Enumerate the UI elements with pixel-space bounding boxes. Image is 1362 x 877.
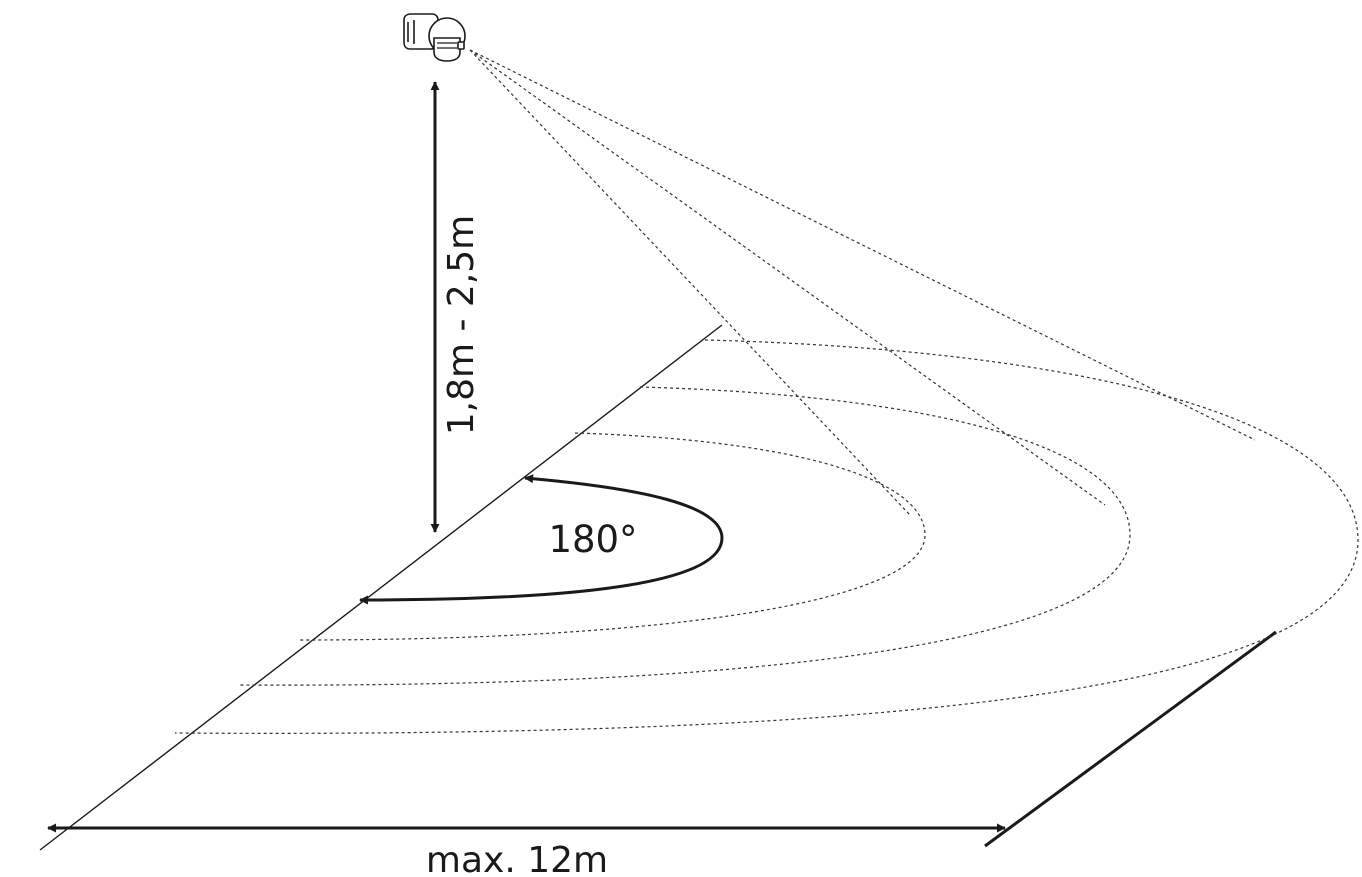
zone-arc-middle — [237, 386, 1131, 686]
zone-arc-outer — [174, 339, 1359, 734]
motion-sensor-icon — [403, 13, 466, 62]
height-range-label: 1,8m - 2,5m — [441, 215, 482, 436]
zone-arc-inner — [299, 432, 926, 641]
angle-arrow — [359, 474, 724, 605]
range-end-line — [984, 630, 1277, 848]
beam-line — [469, 49, 1106, 506]
beam-line — [469, 49, 911, 516]
detection-zones — [174, 339, 1359, 734]
angle-label: 180° — [548, 518, 637, 561]
detection-beams — [469, 49, 1256, 516]
max-distance-label: max. 12m — [426, 840, 608, 877]
beam-line — [469, 49, 1256, 441]
